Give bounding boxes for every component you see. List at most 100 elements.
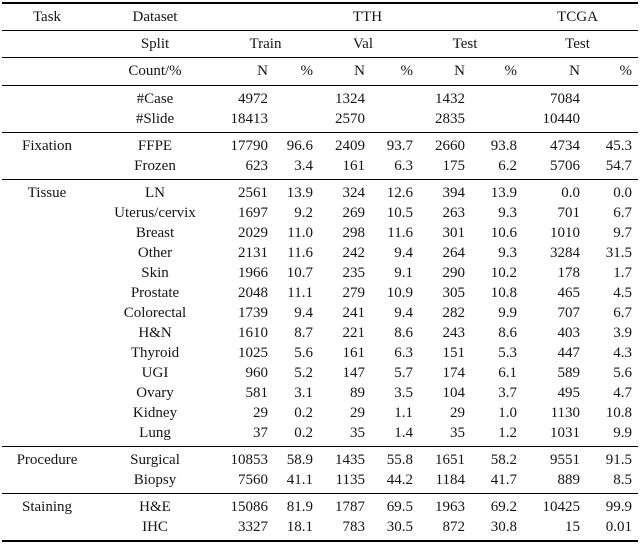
dataset-cell: Lung (139, 424, 171, 441)
task-cell: Tissue (2, 178, 92, 203)
value-cell: 10.2 (490, 264, 518, 281)
value-cell: 93.8 (465, 131, 518, 156)
task-cell (2, 383, 92, 403)
header-row-splits: Split Train Val Test Test (2, 30, 639, 58)
dataset-cell: H&E (92, 492, 218, 517)
value-cell: 0.01 (580, 516, 639, 542)
value-cell: 8.6 (498, 324, 518, 341)
value-cell: 35 (350, 424, 365, 441)
value-cell: 9.4 (394, 304, 413, 321)
value-cell: 3.5 (394, 384, 413, 401)
value-cell: 10.6 (490, 224, 518, 241)
value-cell: 41.1 (286, 471, 313, 488)
value-cell: 263 (442, 204, 466, 221)
value-cell: 6.3 (394, 157, 413, 174)
value-cell: 447 (557, 344, 581, 361)
value-cell: 13.9 (268, 178, 313, 203)
dataset-cell: Frozen (134, 157, 176, 174)
col-header-val-n: N (313, 57, 365, 86)
value-cell: 31.5 (605, 244, 633, 261)
value-cell: 1.2 (498, 424, 518, 441)
task-cell (2, 156, 92, 180)
value-cell (268, 109, 313, 133)
col-header-test-pct: % (465, 57, 518, 86)
value-cell: 29 (350, 404, 365, 421)
value-cell: 4.3 (613, 344, 633, 361)
dataset-cell: Biopsy (133, 471, 177, 488)
value-cell: 104 (442, 384, 466, 401)
value-cell (580, 84, 639, 109)
value-cell: 9.7 (613, 224, 633, 241)
dataset-cell: Surgical (92, 445, 218, 470)
value-cell: 279 (342, 284, 366, 301)
value-cell: 147 (342, 364, 366, 381)
value-cell: 1184 (435, 471, 465, 488)
value-cell: 2048 (238, 284, 268, 301)
table-row: #Case 4972 1324 1432 7084 (2, 84, 639, 109)
value-cell: 6.7 (613, 204, 633, 221)
task-cell (2, 363, 92, 383)
value-cell: 8.6 (394, 324, 413, 341)
dataset-cell: UGI (141, 364, 169, 381)
value-cell: 241 (342, 304, 366, 321)
value-cell: 58.2 (465, 445, 518, 470)
value-cell: 9.9 (498, 304, 518, 321)
table-row: Colorectal 1739 9.4 241 9.4 282 9.9 707 6.7 (2, 303, 638, 323)
value-cell: 30.5 (365, 516, 413, 542)
value-cell: 1787 (313, 492, 365, 517)
value-cell (365, 109, 413, 133)
dataset-cell: #Case (92, 84, 218, 109)
value-cell: 465 (557, 284, 581, 301)
value-cell: 1324 (313, 84, 365, 109)
value-cell: 1031 (550, 424, 581, 441)
dataset-cell: Ovary (136, 384, 174, 401)
value-cell: 9.3 (498, 244, 518, 261)
value-cell: 242 (342, 244, 366, 261)
value-cell: 4.5 (613, 284, 633, 301)
col-header-count-pct: Count/% (92, 57, 218, 86)
task-col-spacer (2, 57, 92, 86)
col-header-train-n: N (218, 57, 268, 86)
value-cell: 495 (557, 384, 581, 401)
value-cell: 10.7 (286, 264, 313, 281)
task-cell (2, 403, 92, 423)
value-cell: 96.6 (268, 131, 313, 156)
header-row-measures: Count/% N % N % N % N % (2, 57, 639, 86)
value-cell: 151 (442, 344, 466, 361)
group-header-train: Train (218, 30, 313, 58)
value-cell: 35 (450, 424, 465, 441)
table-row: Other 2131 11.6 242 9.4 264 9.3 3284 31.5 (2, 243, 638, 263)
dataset-cell: Colorectal (123, 304, 187, 321)
value-cell: 5.6 (294, 344, 313, 361)
value-cell: 8.7 (294, 324, 313, 341)
col-header-tcga-pct: % (580, 57, 639, 86)
value-cell: 0.0 (517, 178, 581, 203)
task-cell (2, 283, 92, 303)
value-cell: 5.6 (613, 364, 633, 381)
value-cell: 81.9 (268, 492, 313, 517)
col-header-dataset: Dataset (92, 2, 218, 31)
value-cell: 269 (342, 204, 366, 221)
section-counts: #Case 4972 1324 1432 7084 #Slide 18413 2570 2835… (2, 84, 639, 133)
value-cell: 403 (557, 324, 581, 341)
task-col-spacer (2, 30, 92, 58)
section-tissue: Tissue LN 2561 13.9 324 12.6 394 13.9 0.0 0.0 Uter… (2, 178, 639, 447)
task-cell (2, 423, 92, 447)
value-cell: 9.1 (394, 264, 413, 281)
value-cell: 6.7 (613, 304, 633, 321)
value-cell: 10.8 (490, 284, 518, 301)
dataset-cell: Skin (141, 264, 169, 281)
table-row: Thyroid 1025 5.6 161 6.3 151 5.3 447 4.3 (2, 343, 638, 363)
value-cell: 2409 (313, 131, 365, 156)
section-staining: Staining H&E 15086 81.9 1787 69.5 1963 69.2 1042… (2, 492, 639, 542)
value-cell: 161 (342, 344, 366, 361)
value-cell: 783 (313, 516, 365, 542)
value-cell: 11.0 (287, 224, 313, 241)
dataset-cell: Uterus/cervix (114, 204, 196, 221)
value-cell: 3.9 (613, 324, 633, 341)
table-row: Breast 2029 11.0 298 11.6 301 10.6 1010 9.7 (2, 223, 638, 243)
value-cell: 10440 (542, 110, 581, 127)
header-row-groups: Task Dataset TTH TCGA (2, 2, 639, 31)
task-cell (2, 223, 92, 243)
